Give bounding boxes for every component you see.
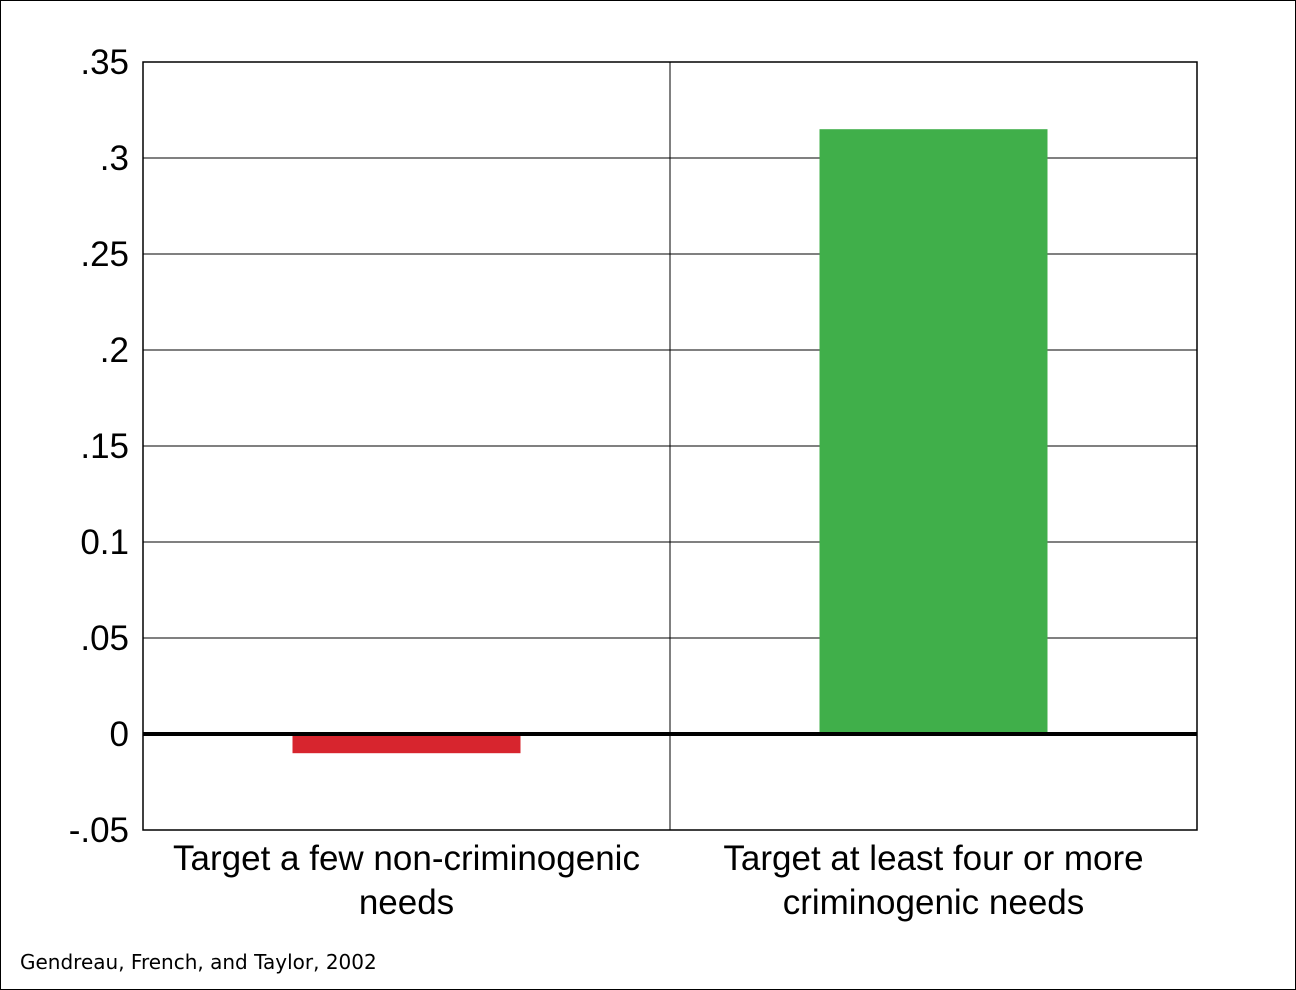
category-label: needs bbox=[359, 883, 454, 922]
category-label: criminogenic needs bbox=[783, 883, 1085, 922]
y-tick-labels: .35 .3 .25 .2 .15 0.1 .05 0 -.05 bbox=[69, 43, 129, 850]
axes bbox=[142, 61, 1198, 831]
category-label: Target a few non-criminogenic bbox=[173, 839, 640, 878]
y-tick-label: .05 bbox=[80, 619, 129, 658]
category-label: Target at least four or more bbox=[723, 839, 1143, 878]
source-citation: Gendreau, French, and Taylor, 2002 bbox=[20, 950, 377, 974]
y-tick-label: .15 bbox=[80, 427, 129, 466]
y-tick-label: .2 bbox=[100, 331, 129, 370]
y-tick-label: .25 bbox=[80, 235, 129, 274]
bars bbox=[292, 129, 1048, 754]
y-tick-label: 0.1 bbox=[80, 523, 129, 562]
category-labels: Target a few non-criminogenic needs Target… bbox=[173, 839, 1144, 922]
y-tick-label: -.05 bbox=[69, 811, 129, 850]
plot-area-border bbox=[142, 61, 1198, 831]
y-tick-label: 0 bbox=[110, 715, 129, 754]
y-tick-label: .3 bbox=[100, 139, 129, 178]
y-tick-label: .35 bbox=[80, 43, 129, 82]
bar bbox=[819, 129, 1048, 734]
bar bbox=[292, 734, 521, 754]
